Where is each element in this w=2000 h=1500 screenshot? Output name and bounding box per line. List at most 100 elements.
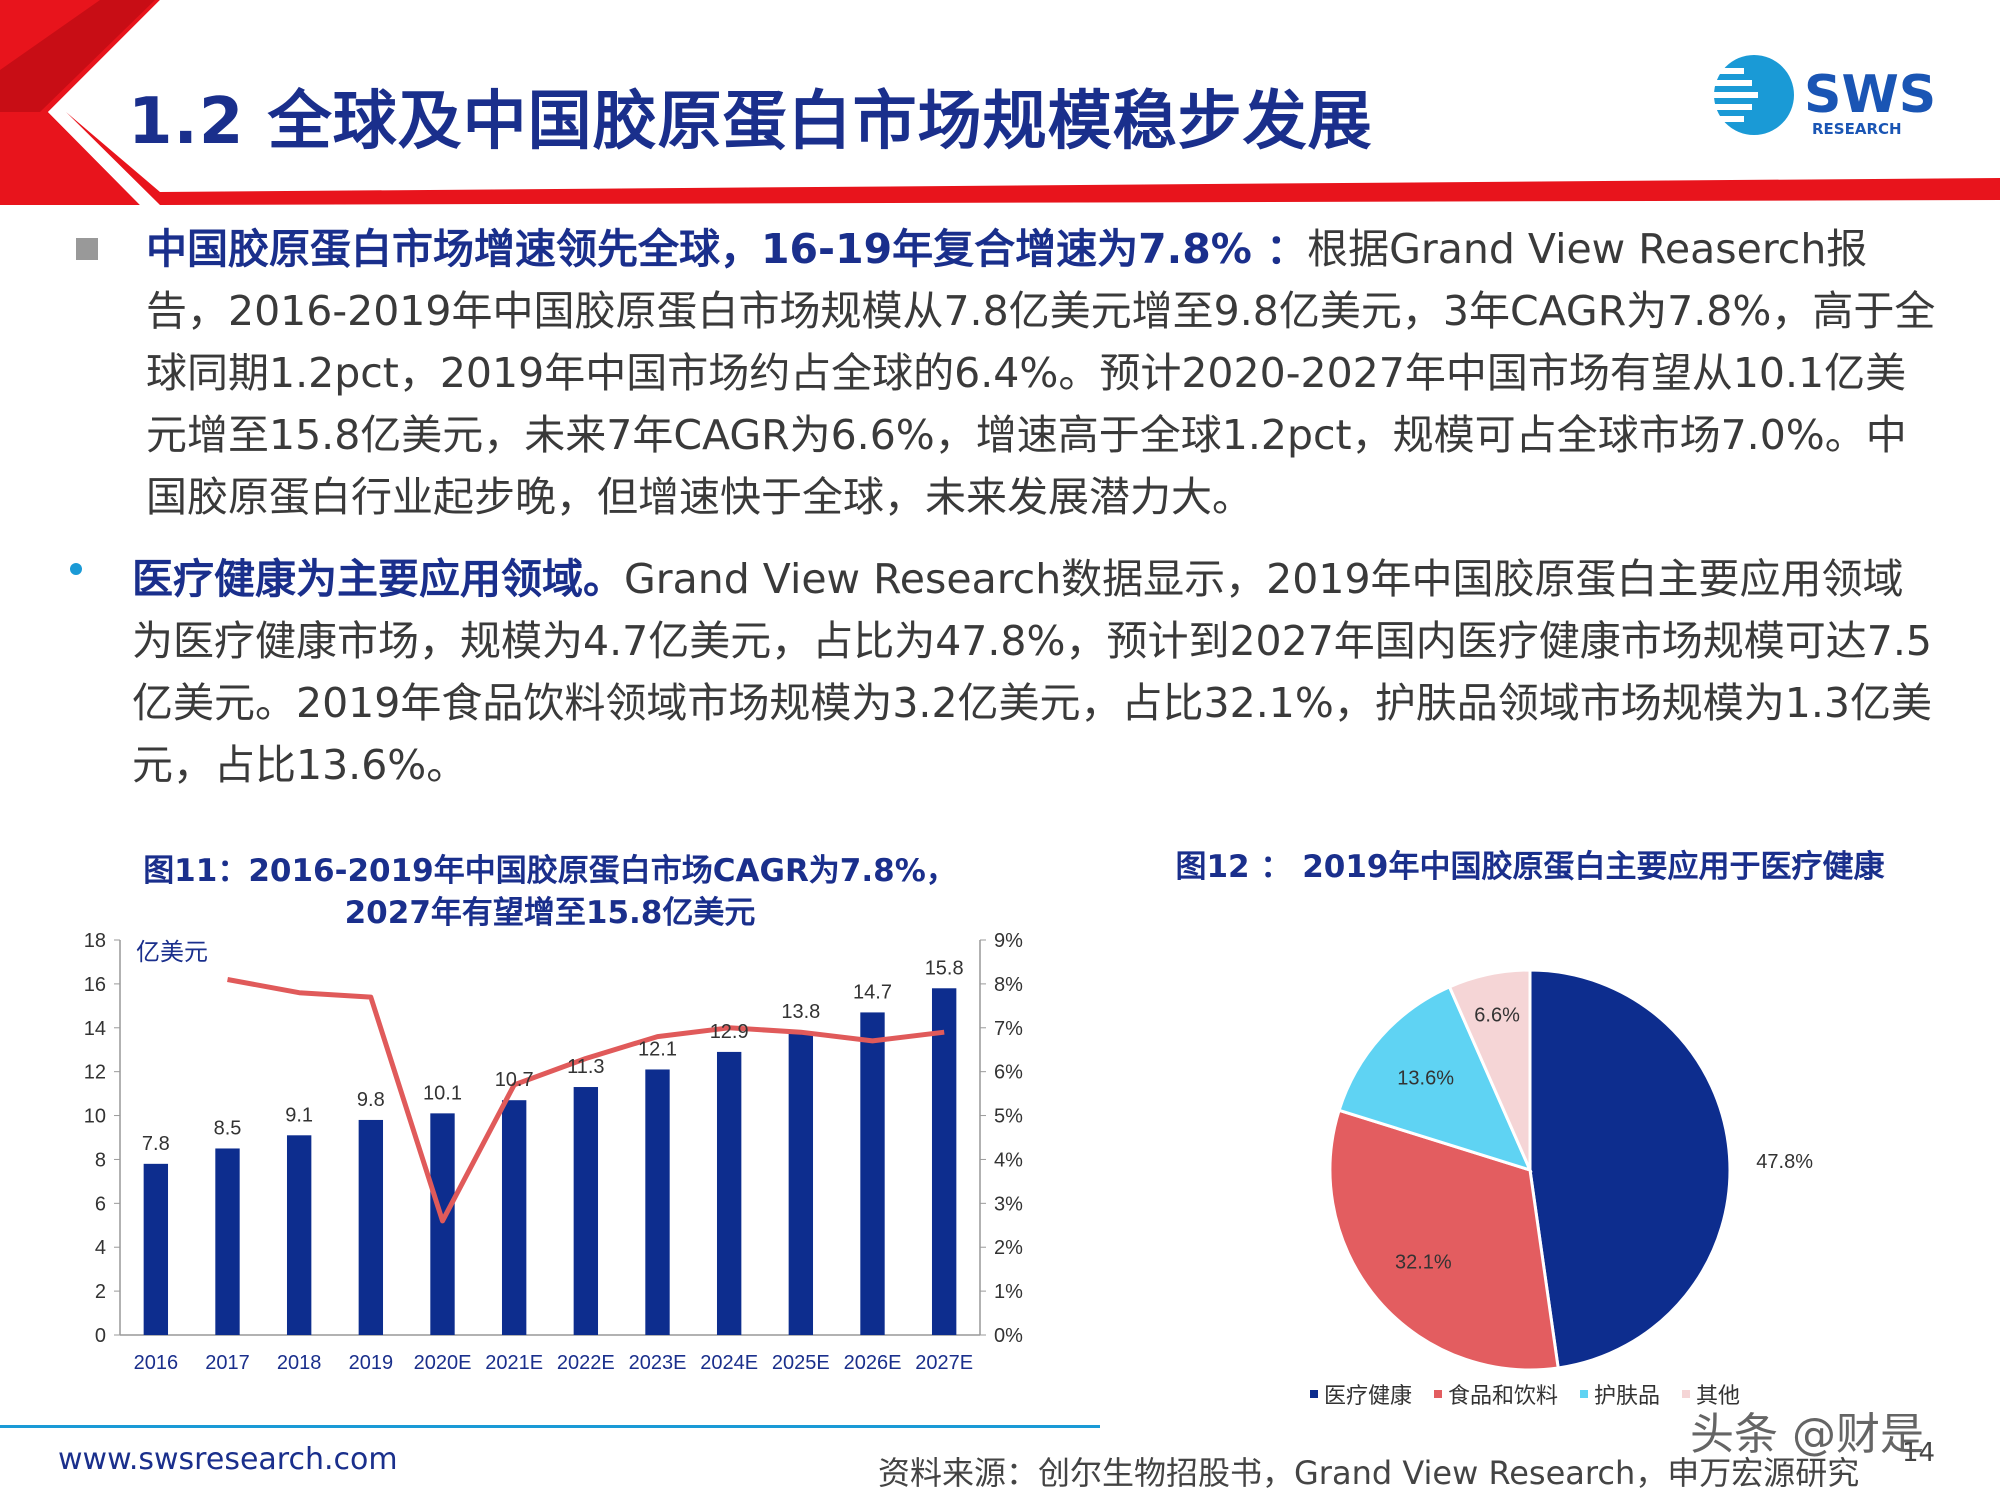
paragraph2-highlight: 医疗健康为主要应用领域。: [132, 555, 624, 603]
bar-value-label: 8.5: [214, 1117, 242, 1139]
y-tick-label: 14: [84, 1018, 106, 1040]
figure12-caption: 图12 ： 2019年中国胶原蛋白主要应用于医疗健康: [1175, 849, 1885, 885]
sws-logo: SWS RESEARCH: [1712, 50, 1952, 140]
dot-bullet: [70, 563, 82, 575]
x-tick-label: 2017: [205, 1352, 250, 1374]
bar: [501, 1100, 527, 1335]
bar-value-label: 14.7: [853, 981, 892, 1003]
legend-label: 其他: [1696, 1384, 1741, 1409]
pie-slice: [1337, 984, 1533, 1173]
y2-tick-label: 3%: [994, 1193, 1023, 1215]
header-decoration: [0, 0, 2000, 205]
y2-tick-label: 6%: [994, 1062, 1023, 1084]
paragraph1-highlight: 中国胶原蛋白市场增速领先全球，16-19年复合增速为7.8% ：: [146, 225, 1308, 273]
y2-tick-label: 9%: [994, 930, 1023, 952]
legend-item: 其他: [1682, 1378, 1740, 1410]
legend-swatch: [1682, 1390, 1691, 1398]
bar: [860, 1012, 885, 1335]
logo-subtext: RESEARCH: [1812, 120, 1902, 138]
bar: [430, 1113, 455, 1335]
x-tick-label: 2027E: [915, 1352, 973, 1374]
bar-value-label: 11.3: [567, 1056, 604, 1078]
paragraph-applications: 医疗健康为主要应用领域。Grand View Research数据显示，2019…: [132, 548, 1940, 796]
x-tick-label: 2021E: [485, 1352, 543, 1374]
paragraph2-text: Grand View Research数据显示，2019年中国胶原蛋白主要应用领…: [132, 555, 1932, 789]
page-title: 1.2 全球及中国胶原蛋白市场规模稳步发展: [128, 85, 1373, 159]
y2-tick-label: 8%: [994, 974, 1023, 996]
x-tick-label: 2020E: [414, 1352, 472, 1374]
pie-label: 6.6%: [1474, 1004, 1520, 1026]
y2-tick-label: 0%: [994, 1325, 1023, 1347]
logo-text: SWS: [1804, 65, 1936, 125]
y2-tick-label: 2%: [994, 1237, 1023, 1259]
website-link[interactable]: www.swsresearch.com: [58, 1442, 398, 1477]
x-tick-label: 2024E: [700, 1352, 758, 1374]
legend-swatch: [1310, 1390, 1318, 1398]
legend-label: 护肤品: [1594, 1384, 1661, 1409]
bar-value-label: 15.8: [925, 957, 964, 979]
y-tick-label: 10: [84, 1106, 106, 1128]
bar: [788, 1032, 814, 1335]
pie-legend: 医疗健康 食品和饮料 护肤品 其他: [1310, 1378, 1740, 1410]
y-tick-label: 12: [84, 1062, 106, 1084]
y2-tick-label: 1%: [994, 1281, 1023, 1303]
watermark: 头条 @财是: [1690, 1409, 1924, 1460]
bar-value-label: 10.7: [495, 1069, 534, 1091]
legend-label: 医疗健康: [1324, 1384, 1413, 1409]
y-tick-label: 2: [95, 1281, 106, 1303]
bar: [573, 1087, 599, 1335]
bar: [931, 988, 957, 1335]
application-pie-chart: 47.8% 32.1% 13.6% 6.6%: [1328, 968, 1813, 1372]
x-tick-label: 2023E: [629, 1352, 687, 1374]
pie-label: 47.8%: [1756, 1151, 1813, 1173]
source-note: 资料来源：创尔生物招股书，Grand View Research，申万宏源研究: [878, 1454, 1860, 1492]
figure11-caption: 图11：2016-2019年中国胶原蛋白市场CAGR为7.8%， 2027年有望…: [100, 850, 1000, 934]
x-tick-label: 2025E: [772, 1352, 830, 1374]
y-tick-label: 8: [95, 1149, 106, 1171]
y-tick-label: 16: [84, 974, 106, 996]
y-tick-label: 6: [95, 1193, 106, 1215]
y-axis-label: 亿美元: [136, 938, 208, 966]
y2-tick-label: 7%: [994, 1018, 1023, 1040]
square-bullet: [76, 238, 98, 260]
x-tick-label: 2022E: [557, 1352, 615, 1374]
bar-value-label: 9.8: [357, 1089, 385, 1111]
legend-swatch: [1434, 1390, 1443, 1398]
y-tick-label: 4: [95, 1237, 106, 1259]
y-tick-label: 0: [95, 1325, 106, 1347]
bar-value-label: 12.9: [710, 1021, 749, 1043]
legend-item: 医疗健康: [1310, 1378, 1412, 1410]
footer-divider: [0, 1425, 1100, 1428]
y2-tick-label: 5%: [994, 1106, 1023, 1128]
bar: [143, 1163, 169, 1335]
pie-slice: [1447, 968, 1532, 1171]
paragraph1-text: 根据Grand View Reaserch报告，2016-2019年中国胶原蛋白…: [146, 225, 1936, 521]
bar-value-label: 9.1: [285, 1104, 313, 1126]
legend-label: 食品和饮料: [1448, 1384, 1559, 1409]
paragraph-china-growth: 中国胶原蛋白市场增速领先全球，16-19年复合增速为7.8% ：根据Grand …: [146, 218, 1940, 528]
bar-value-label: 12.1: [638, 1038, 677, 1060]
pie-slice: [1328, 1108, 1560, 1372]
page-number: 14: [1902, 1438, 1936, 1468]
y-tick-label: 18: [84, 930, 106, 952]
pie-label: 13.6%: [1397, 1068, 1454, 1090]
bar-value-label: 13.8: [781, 1001, 820, 1023]
x-tick-label: 2026E: [844, 1352, 902, 1374]
bar-value-label: 7.8: [142, 1133, 170, 1155]
x-tick-label: 2016: [134, 1352, 179, 1374]
slide-header: 1.2 全球及中国胶原蛋白市场规模稳步发展 SWS RESEARCH: [0, 0, 2000, 205]
x-tick-label: 2018: [277, 1352, 322, 1374]
legend-item: 食品和饮料: [1434, 1378, 1558, 1410]
cagr-line: [227, 977, 945, 1224]
pie-label: 32.1%: [1395, 1252, 1452, 1274]
bar: [358, 1119, 384, 1335]
bar: [645, 1069, 670, 1335]
x-tick-label: 2019: [349, 1352, 394, 1374]
pie-slice: [1528, 968, 1732, 1370]
legend-swatch: [1580, 1390, 1589, 1398]
bar-value-label: 10.1: [423, 1082, 462, 1104]
bar: [286, 1135, 312, 1335]
figure11-caption-line1: 图11：2016-2019年中国胶原蛋白市场CAGR为7.8%，: [143, 853, 957, 889]
y2-tick-label: 4%: [994, 1149, 1023, 1171]
legend-item: 护肤品: [1580, 1378, 1660, 1410]
